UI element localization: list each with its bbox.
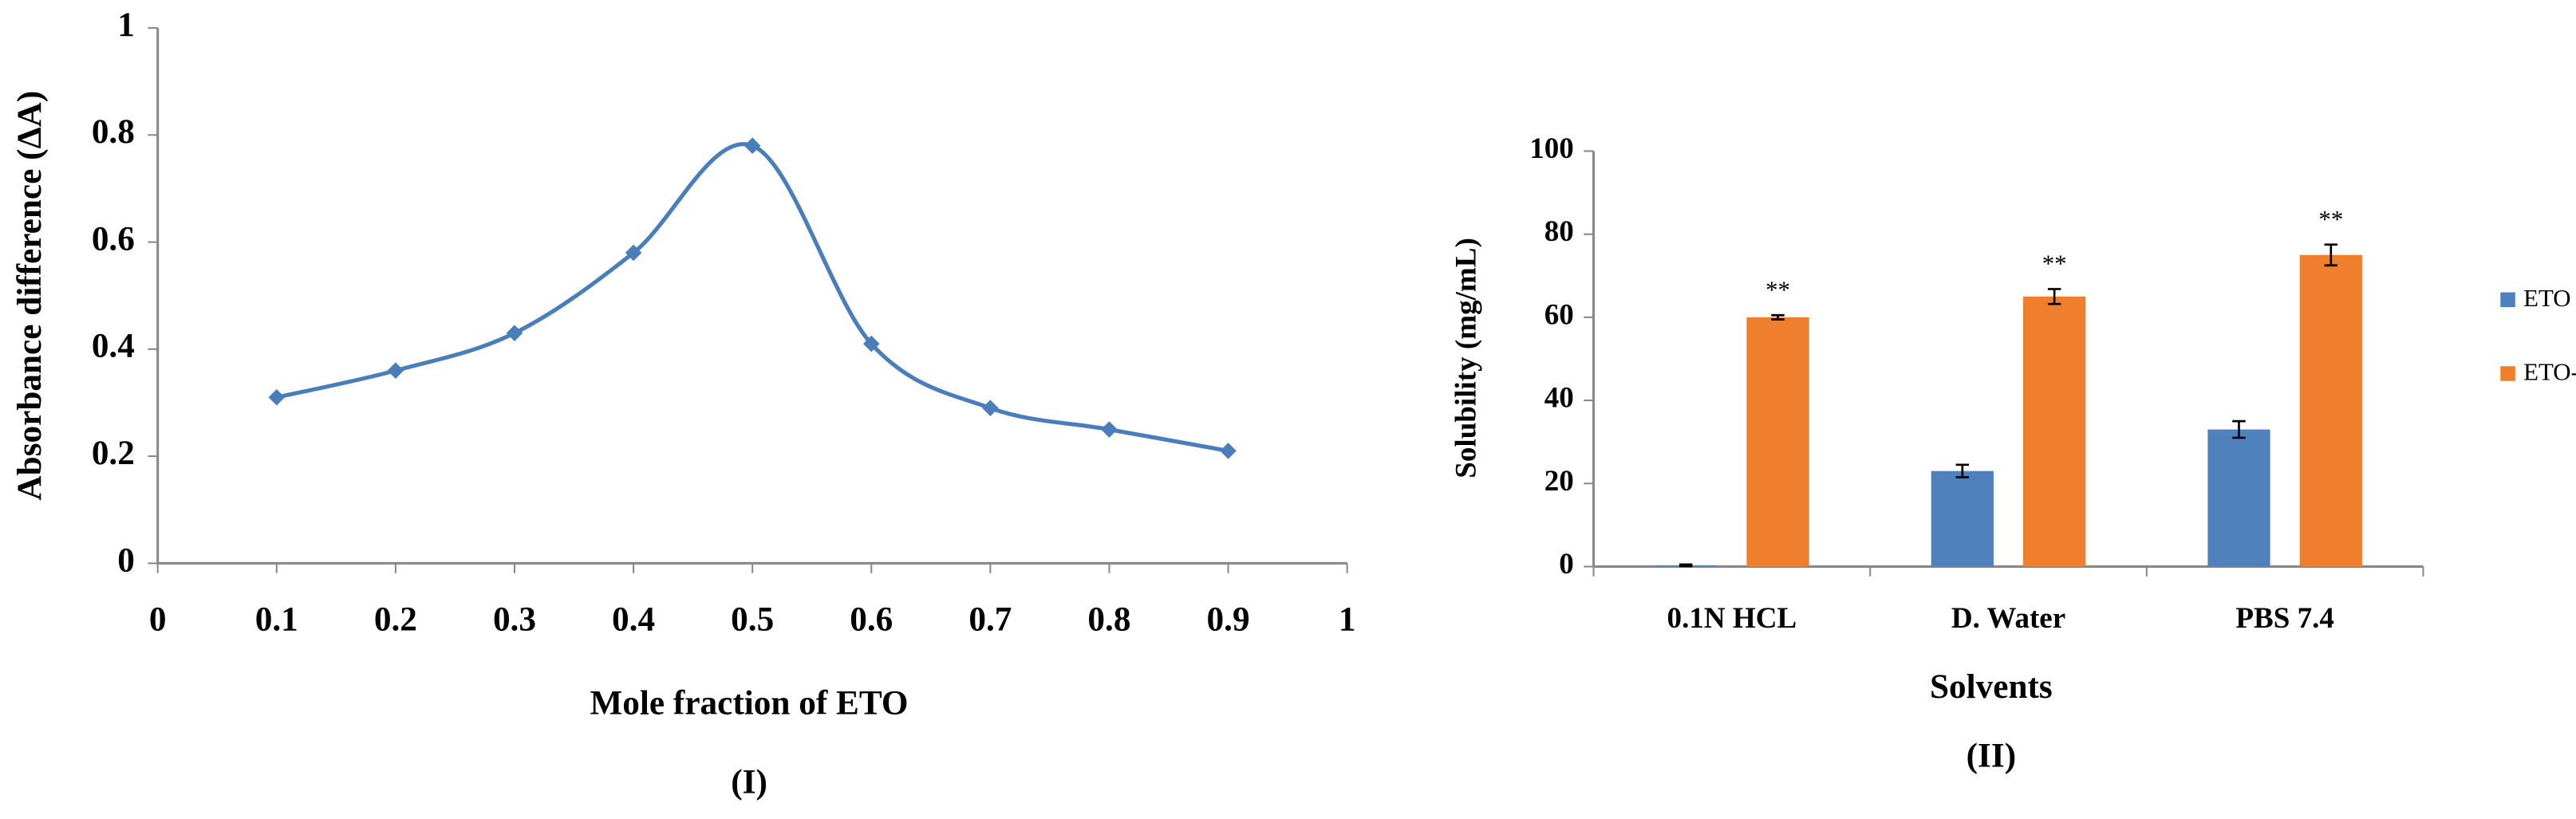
marker (862, 335, 880, 352)
x-tick-label: 0.4 (612, 600, 655, 638)
marker (1101, 421, 1118, 438)
y-axis-label: Solubility (mg/mL) (1450, 238, 1483, 478)
significance: ** (2318, 205, 2343, 233)
x-tick-label: 0.7 (968, 600, 1012, 638)
bar (1746, 317, 1809, 567)
legend-swatch (2500, 366, 2515, 381)
error-bar (1955, 463, 1970, 478)
bar (2023, 296, 2086, 567)
marker (506, 325, 523, 341)
caption: (II) (1967, 736, 2016, 774)
error-bar (1679, 563, 1693, 568)
marker (982, 400, 999, 416)
x-tick-label: PBS 7.4 (2235, 602, 2334, 635)
y-tick-label: 0 (117, 541, 135, 579)
x-tick-label: 0 (149, 600, 167, 638)
y-tick-label: 100 (1529, 132, 1574, 165)
x-tick-label: 0.1 (255, 600, 298, 638)
x-tick-label: D. Water (1951, 602, 2065, 635)
y-tick-label: 60 (1544, 298, 1574, 331)
x-tick-label: 0.2 (374, 600, 417, 638)
significance: ** (2042, 250, 2067, 278)
y-tick-label: 0.2 (92, 434, 135, 472)
marker (268, 388, 286, 406)
significance: ** (1765, 276, 1790, 304)
marker (1220, 443, 1237, 459)
x-tick-label: 0.1N HCL (1667, 602, 1797, 635)
x-tick-label: 0.8 (1087, 600, 1130, 638)
x-tick-label: 0.6 (850, 600, 893, 638)
x-tick-label: 0.3 (493, 600, 536, 638)
y-tick-label: 20 (1544, 465, 1574, 498)
x-axis-label: Solvents (1930, 667, 2053, 706)
y-tick-label: 0.8 (92, 112, 135, 151)
error-bar (1771, 313, 1785, 321)
y-tick-label: 40 (1544, 382, 1574, 415)
bar (2299, 254, 2362, 567)
error-bar (2232, 419, 2246, 439)
y-tick-label: 0.4 (92, 327, 135, 365)
error-bar (2324, 243, 2338, 267)
x-axis-label: Mole fraction of ETO (590, 683, 909, 722)
y-tick-label: 80 (1544, 215, 1574, 248)
line (276, 142, 1229, 453)
bar (2207, 429, 2270, 567)
y-axis-label: Absorbance difference (ΔA) (10, 91, 49, 501)
caption: (I) (731, 762, 767, 801)
marker (744, 137, 761, 155)
x-tick-label: 0.9 (1207, 600, 1250, 638)
y-tick-label: 0.6 (92, 219, 135, 258)
legend-label: ETO-PLC (2523, 358, 2576, 386)
legend-label: ETO (2523, 284, 2570, 312)
marker (387, 362, 404, 379)
y-tick-label: 0 (1559, 548, 1574, 581)
x-tick-label: 0.5 (731, 600, 774, 638)
y-tick-label: 1 (117, 6, 135, 44)
bar (1931, 471, 1994, 567)
error-bar (2047, 288, 2061, 305)
x-tick-label: 1 (1339, 600, 1356, 638)
legend-swatch (2500, 292, 2515, 308)
